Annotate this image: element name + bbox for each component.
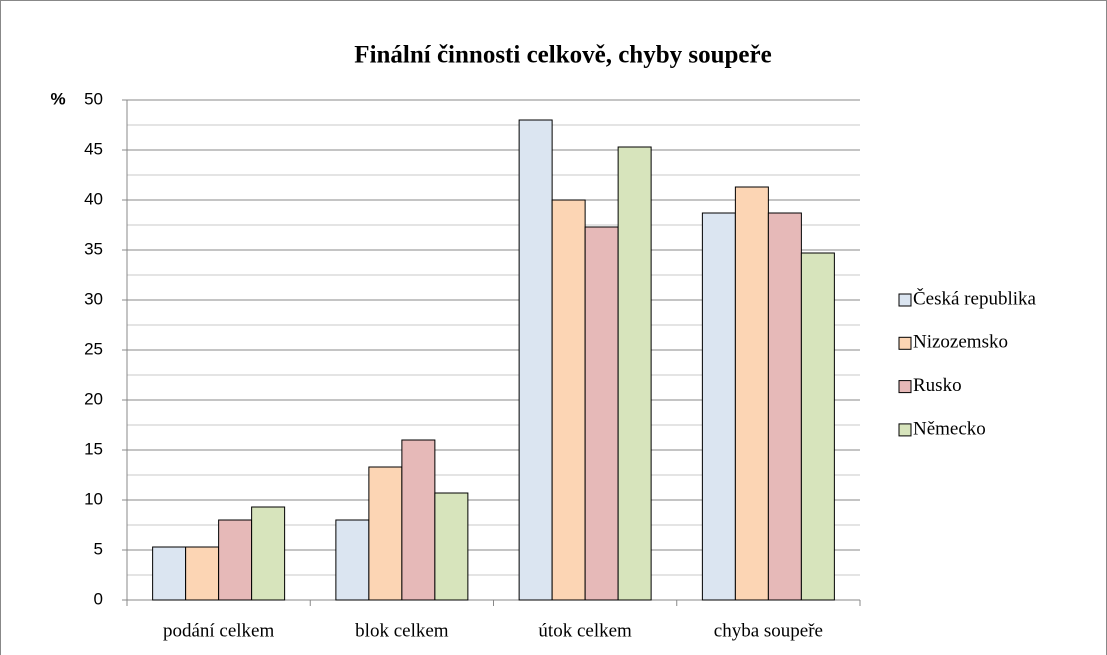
x-tick-label: blok celkem [355,620,449,641]
bar [434,492,469,601]
bar [185,546,220,601]
y-tick-label: 50 [84,89,103,108]
chart-title: Finální činnosti celkově, chyby soupeře [354,42,771,69]
legend-label: Rusko [913,375,962,396]
bar [800,252,835,601]
bar [701,212,736,601]
bar [251,506,286,601]
y-tick-label: 10 [84,489,103,508]
bar [401,439,436,601]
y-tick-label: 30 [84,289,103,308]
y-tick-label: 35 [84,239,103,258]
bar [551,199,586,601]
bar [734,186,769,601]
legend-label: Česká republika [913,287,1037,309]
x-tick-label: chyba soupeře [714,620,823,641]
y-tick-label: 5 [94,539,103,558]
legend-swatch [898,423,912,437]
bar [335,519,370,601]
bar [518,119,553,601]
y-tick-label: 40 [84,189,103,208]
y-tick-label: 0 [94,589,103,608]
bar [767,212,802,601]
bar [584,226,619,601]
y-tick-label: 20 [84,389,103,408]
bar [218,519,253,601]
y-tick-label: 15 [84,439,103,458]
legend-label: Německo [913,418,986,439]
bar [368,466,403,601]
y-tick-label: 45 [84,139,103,158]
x-tick-label: podání celkem [163,620,275,641]
bar [617,146,652,601]
legend-label: Nizozemsko [913,332,1008,353]
y-axis-label: % [50,89,65,108]
y-tick-label: 25 [84,339,103,358]
x-tick-label: útok celkem [538,620,632,641]
bar [152,546,187,601]
legend-swatch [898,380,912,394]
legend-swatch [898,336,912,350]
legend-swatch [898,293,912,307]
